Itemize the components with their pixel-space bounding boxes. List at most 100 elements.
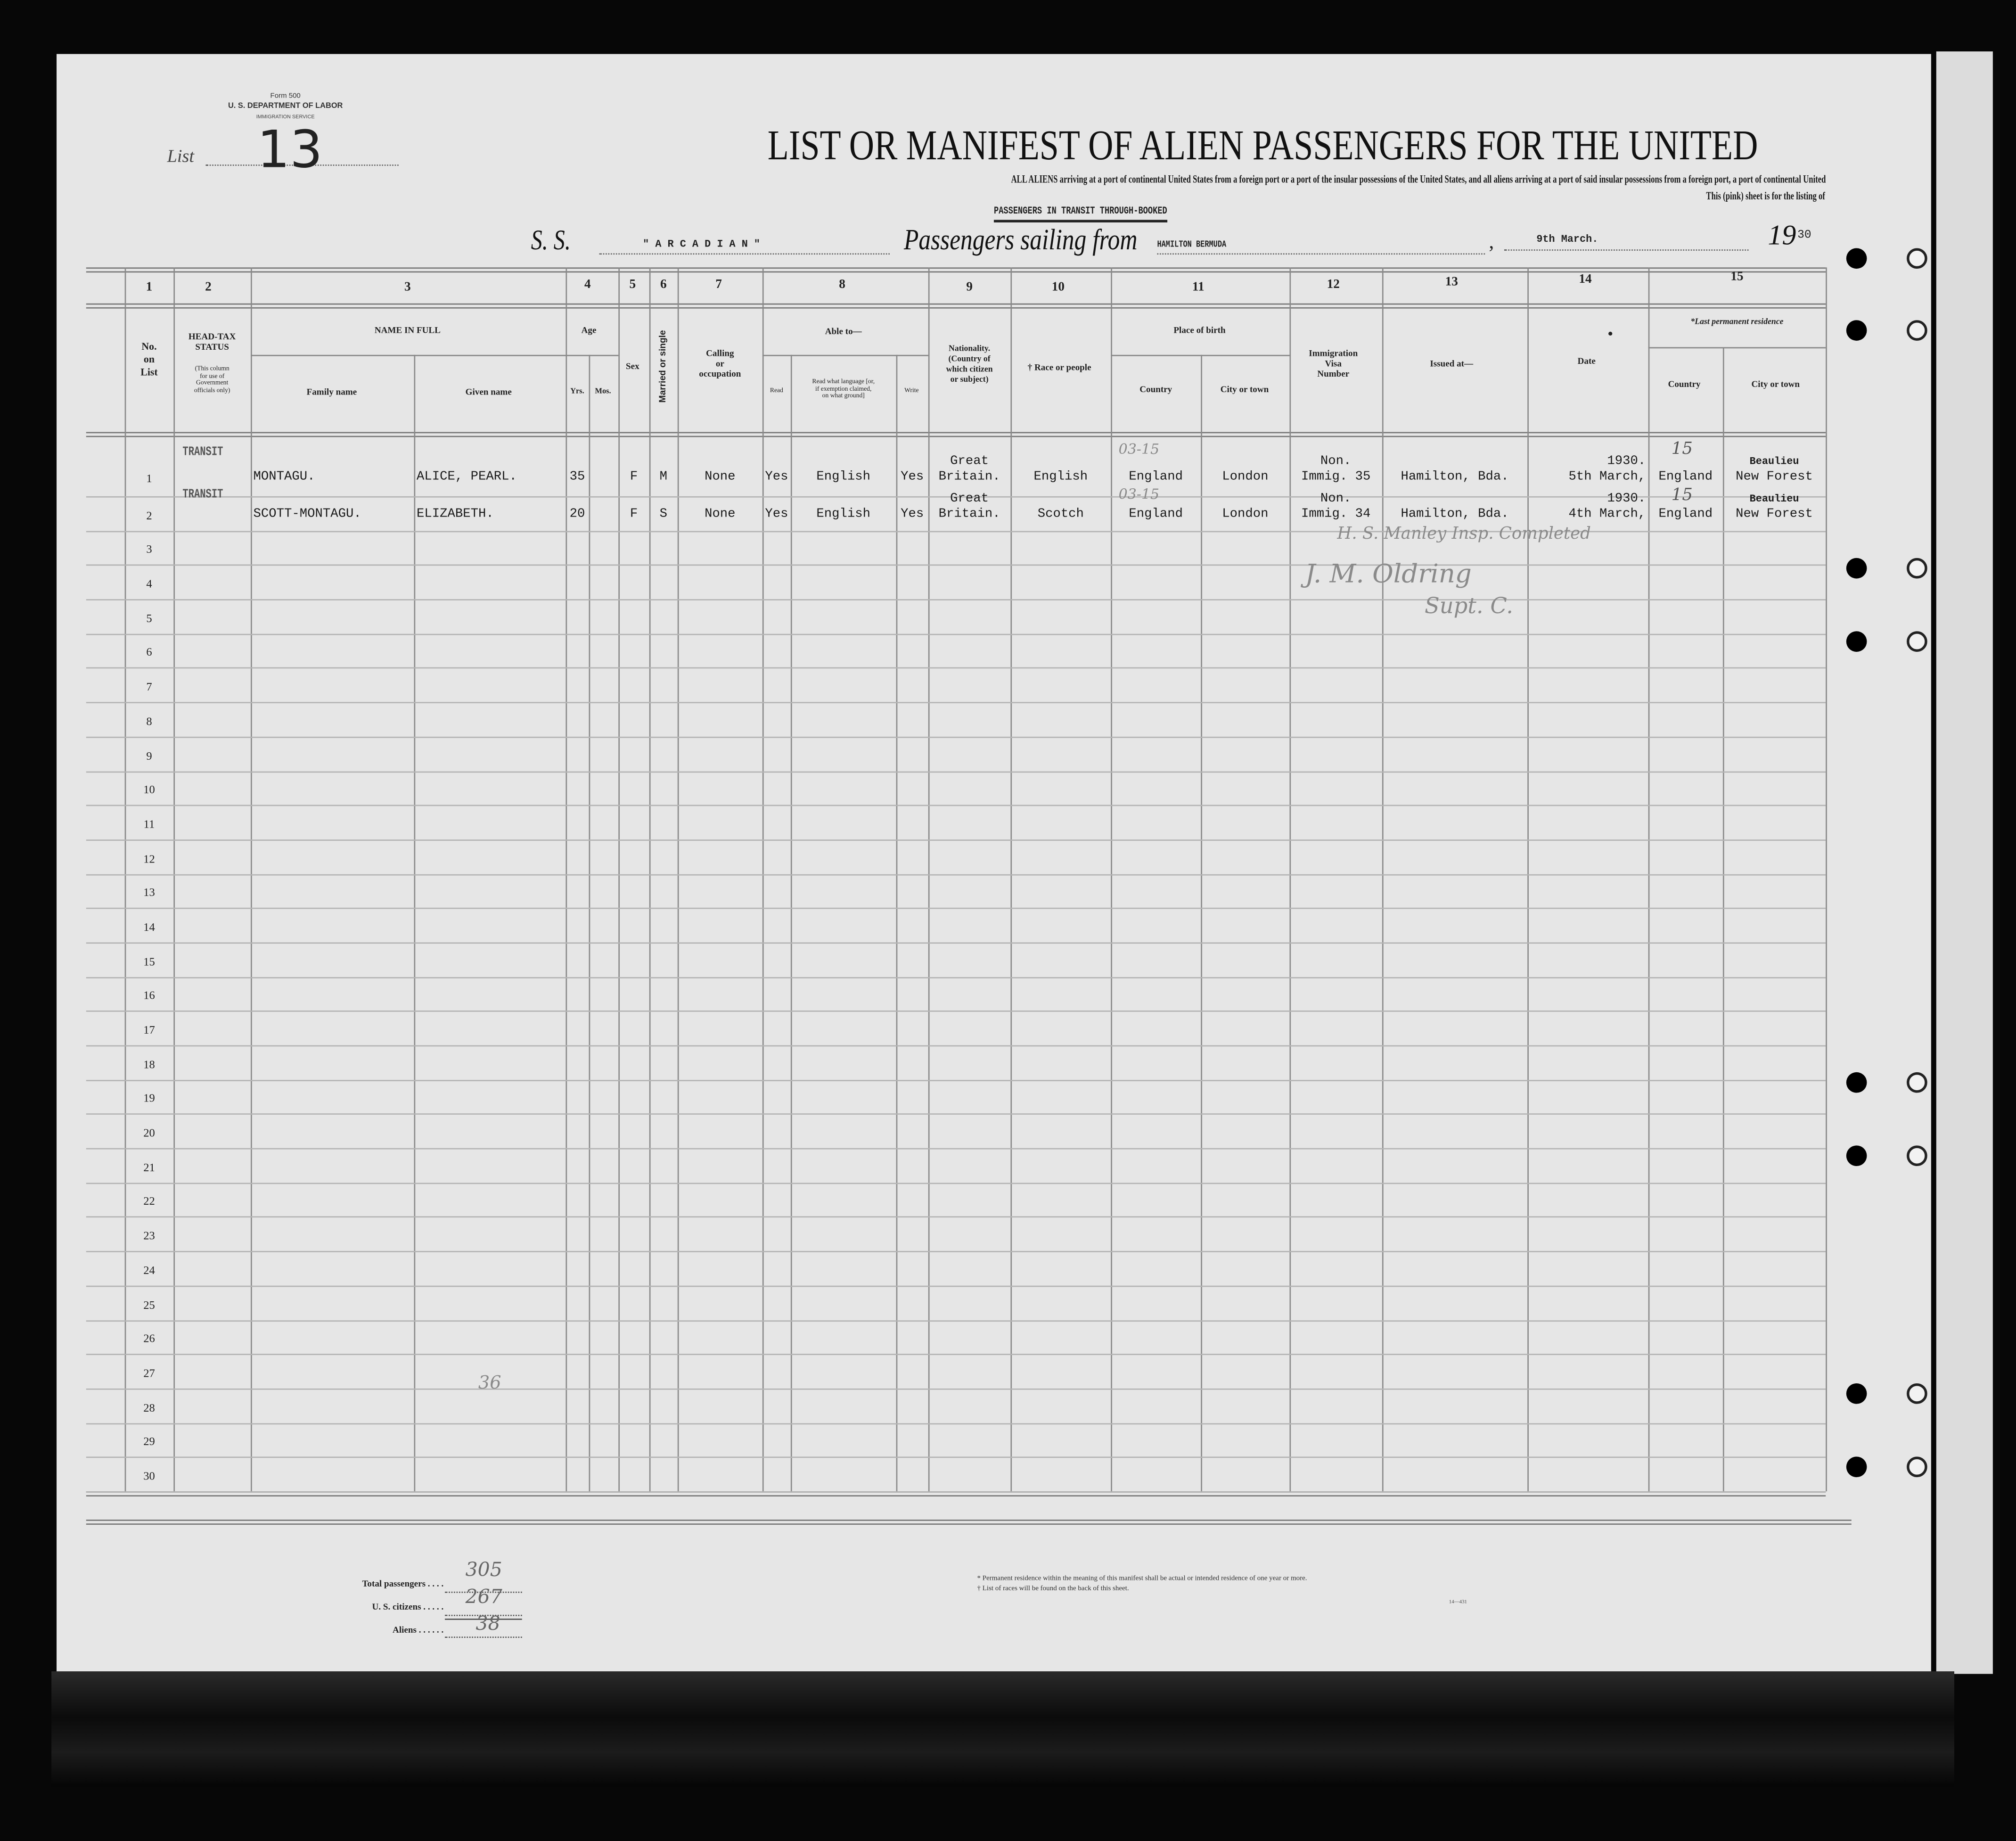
residence-city-cell-line: Beaulieu	[1749, 493, 1799, 505]
header-text: or	[715, 359, 724, 369]
visa-date-cell-line: 1930.	[1607, 492, 1646, 506]
column-number: 6	[660, 278, 667, 292]
column-divider	[649, 267, 651, 1492]
table-row: 27	[86, 1354, 1826, 1390]
punch-hole	[1846, 320, 1867, 341]
row-number: 7	[146, 680, 152, 693]
ss-label: S. S.	[531, 223, 571, 256]
residence-city-cell-line: New Forest	[1736, 470, 1813, 485]
header-nationality: Nationality. (Country of which citizen o…	[946, 345, 993, 386]
header-text: for use of	[200, 373, 225, 380]
punch-hole	[1846, 248, 1867, 269]
service-name: IMMIGRATION SERVICE	[256, 113, 315, 120]
birth-city-cell: London	[1222, 470, 1269, 485]
header-text: No.	[141, 340, 157, 353]
footnote-races: † List of races will be found on the bac…	[977, 1585, 1129, 1593]
column-number: 14	[1579, 272, 1592, 287]
age-months-cell	[591, 523, 616, 530]
header-able-to: Able to—	[825, 326, 862, 337]
family-name-cell: MONTAGU.	[253, 470, 315, 485]
punch-hole-ring	[1907, 1072, 1927, 1093]
column-divider	[1111, 267, 1112, 1492]
issued-at-cell: Hamilton, Bda.	[1401, 470, 1509, 485]
page-title: LIST OR MANIFEST OF ALIEN PASSENGERS FOR…	[767, 123, 1758, 170]
header-text: Nationality.	[949, 345, 991, 354]
date-line	[1504, 249, 1749, 251]
age-months-cell	[591, 486, 616, 496]
sex-cell: F	[630, 470, 638, 485]
aliens-label: Aliens . . . . . .	[393, 1625, 444, 1636]
header-text: Government	[196, 380, 229, 387]
header-head-tax-note: (This column for use of Government offic…	[194, 366, 230, 395]
column-divider	[1289, 267, 1291, 1492]
dot-mark	[1608, 331, 1613, 336]
column-number: 9	[966, 280, 973, 295]
column-divider	[1648, 267, 1650, 1492]
header-text: on what ground]	[822, 394, 865, 400]
table-row: 22	[86, 1183, 1826, 1218]
passenger-category: PASSENGERS IN TRANSIT THROUGH-BOOKED	[993, 205, 1167, 222]
family-name-cell: SCOTT-MONTAGU.	[253, 507, 361, 522]
header-res-country: Country	[1668, 379, 1701, 390]
row-number: 27	[143, 1366, 155, 1380]
header-group-rule	[251, 354, 619, 356]
residence-city-cell: Beaulieu New Forest	[1725, 455, 1823, 496]
header-last-residence: *Last permanent residence	[1690, 317, 1784, 327]
row-number: 3	[146, 543, 152, 556]
table-row: 5	[86, 599, 1826, 635]
visa-number-cell: Non. Immig. 35	[1292, 455, 1380, 496]
header-group-rule	[1111, 354, 1290, 356]
head-tax-stamp: TRANSIT	[182, 488, 223, 503]
row-number: 15	[143, 954, 155, 968]
visa-number-cell-line: Non.	[1320, 455, 1352, 469]
header-family-name: Family name	[306, 387, 357, 397]
next-sheet-edge	[1936, 51, 1993, 1674]
year-prefix: 19	[1768, 218, 1796, 251]
row-number: 20	[143, 1126, 155, 1139]
subcolumn-divider	[790, 354, 792, 1492]
column-number: 13	[1445, 275, 1458, 289]
list-number-line	[205, 164, 399, 166]
nationality-cell: Great Britain.	[931, 455, 1008, 496]
header-text: (This column	[195, 366, 229, 373]
header-group-rule	[762, 354, 928, 356]
column-number: 2	[205, 280, 212, 295]
column-number: 11	[1192, 280, 1205, 295]
row-number: 22	[143, 1195, 155, 1208]
sailing-label: Passengers sailing from	[903, 223, 1138, 256]
visa-number-cell-line: Non.	[1320, 492, 1352, 506]
column-number: 3	[404, 280, 411, 295]
column-number: 7	[715, 278, 722, 292]
punch-hole-ring	[1907, 1456, 1927, 1478]
table-row: 17	[86, 1011, 1826, 1047]
table-row: 20	[86, 1114, 1826, 1150]
visa-date-cell-line: 5th March,	[1568, 470, 1646, 485]
table-row: 4	[86, 565, 1826, 601]
column-divider	[1527, 267, 1529, 1492]
age-years-cell: 20	[569, 507, 585, 522]
subcolumn-divider	[589, 354, 590, 1492]
handwritten-residence-code: 15	[1671, 486, 1693, 505]
race-cell: Scotch	[1037, 507, 1084, 522]
age-years-cell: 35	[569, 470, 585, 485]
row-number: 8	[146, 715, 152, 728]
header-no-on-list: No. on List	[140, 341, 157, 379]
handwritten-residence-code: 15	[1671, 439, 1693, 459]
row-number: 10	[143, 783, 155, 797]
table-row: 6	[86, 633, 1826, 669]
nationality-cell-line: Great	[950, 492, 989, 506]
column-number-rule	[86, 303, 1826, 309]
birth-city-cell: London	[1222, 507, 1269, 522]
birth-country-cell: England	[1129, 470, 1183, 485]
punch-hole	[1846, 1072, 1867, 1093]
can-read-cell: Yes	[765, 470, 788, 485]
row-number: 2	[146, 509, 152, 522]
row-number: 29	[143, 1435, 155, 1448]
punch-hole-ring	[1907, 558, 1927, 579]
row-number: 12	[143, 852, 155, 865]
table-row: 24	[86, 1251, 1826, 1287]
table-row: 2 TRANSIT SCOTT-MONTAGU. ELIZABETH. 20 F S None…	[86, 486, 1826, 532]
read-language-cell: English	[816, 470, 871, 485]
column-number: 8	[839, 278, 845, 292]
